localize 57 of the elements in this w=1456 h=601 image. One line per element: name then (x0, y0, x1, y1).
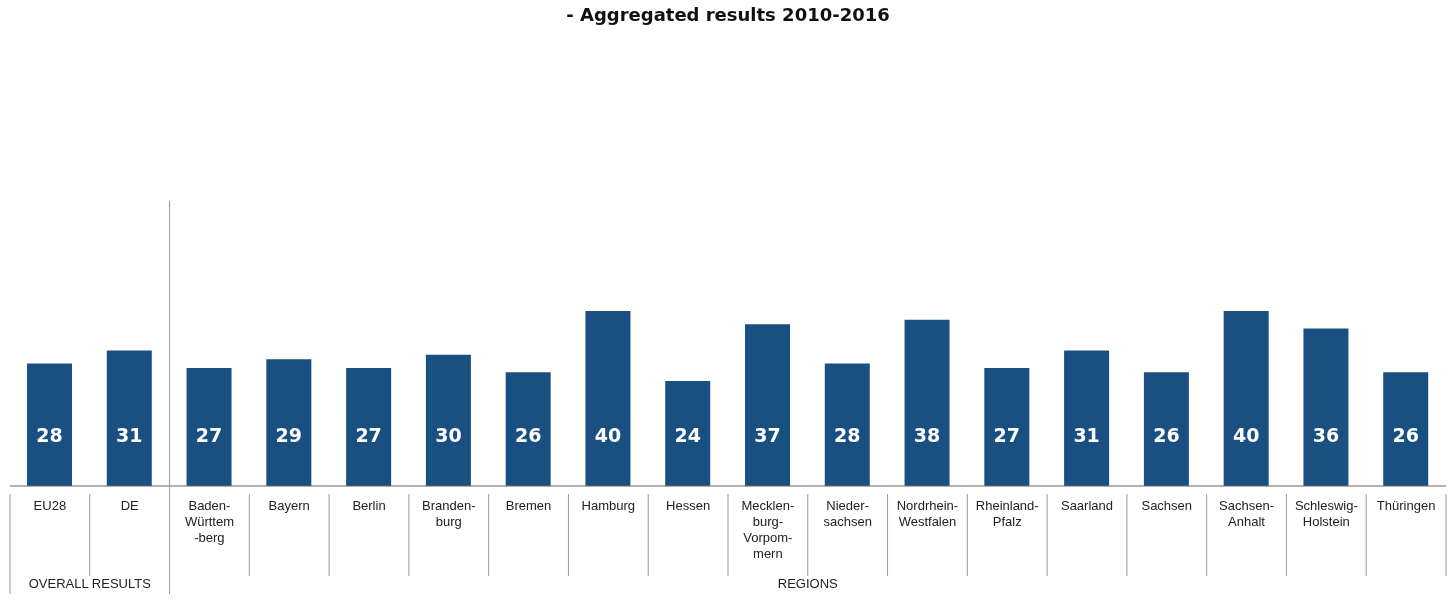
data-label: 36 (1312, 424, 1340, 446)
x-tick-label: Hessen (666, 498, 711, 513)
x-tick-label: Thüringen (1376, 498, 1436, 513)
bar (425, 354, 471, 486)
chart-title: - Aggregated results 2010-2016 (565, 4, 891, 25)
x-tick-label: Nieder- sachsen (823, 498, 872, 529)
bar (1143, 372, 1189, 486)
data-label: 28 (834, 424, 861, 446)
data-label: 31 (1073, 424, 1100, 446)
x-tick-label: Schleswig- Holstein (1294, 498, 1358, 529)
bar (665, 381, 711, 486)
bar (1303, 328, 1349, 486)
x-tick-label: DE (120, 498, 140, 513)
bar (824, 363, 870, 486)
x-tick-label: Bremen (505, 498, 552, 513)
data-label: 40 (594, 424, 622, 446)
bar (27, 363, 72, 486)
x-tick-label: Mecklen- burg- Vorpom- mern (741, 498, 795, 561)
data-label: 40 (1232, 424, 1260, 446)
data-label: 37 (754, 424, 781, 446)
x-tick-label: Branden- burg (422, 498, 476, 529)
data-label: 30 (435, 424, 462, 446)
x-tick-label: Baden- Württem -berg (184, 498, 235, 545)
bar (984, 367, 1030, 486)
bar (346, 367, 392, 486)
bar (1383, 372, 1429, 486)
x-tick-label: Rheinland- Pfalz (975, 498, 1039, 529)
bar (266, 359, 312, 486)
data-label: 26 (514, 424, 542, 446)
bar (745, 324, 790, 486)
text: OVERALL RESULTS (28, 576, 152, 591)
x-tick-label: Saarland (1060, 498, 1114, 513)
data-label: 27 (355, 424, 382, 446)
bar (106, 350, 152, 486)
data-label: 26 (1392, 424, 1419, 446)
data-label: 29 (275, 424, 303, 446)
x-tick-label: Berlin (352, 498, 386, 513)
x-tick-label: Nordrhein- Westfalen (896, 498, 959, 529)
bar (585, 311, 631, 486)
data-label: 31 (116, 424, 143, 446)
data-label: 38 (913, 424, 941, 446)
data-label: 24 (674, 424, 701, 446)
data-label: 26 (1153, 424, 1180, 446)
text: REGIONS (777, 576, 839, 591)
x-tick-label: Bayern (268, 498, 310, 513)
x-tick-label: Sachsen (1141, 498, 1193, 513)
data-label: 27 (195, 424, 223, 446)
x-tick-label: Hamburg (581, 498, 636, 513)
bar (505, 372, 551, 486)
x-tick-label: Sachsen- Anhalt (1219, 498, 1275, 529)
data-label: 27 (993, 424, 1021, 446)
x-tick-label: EU28 (33, 498, 67, 513)
bar (1064, 350, 1110, 486)
data-label: 28 (36, 424, 63, 446)
bar (1223, 311, 1269, 486)
bar (904, 319, 950, 486)
bar (186, 367, 232, 486)
